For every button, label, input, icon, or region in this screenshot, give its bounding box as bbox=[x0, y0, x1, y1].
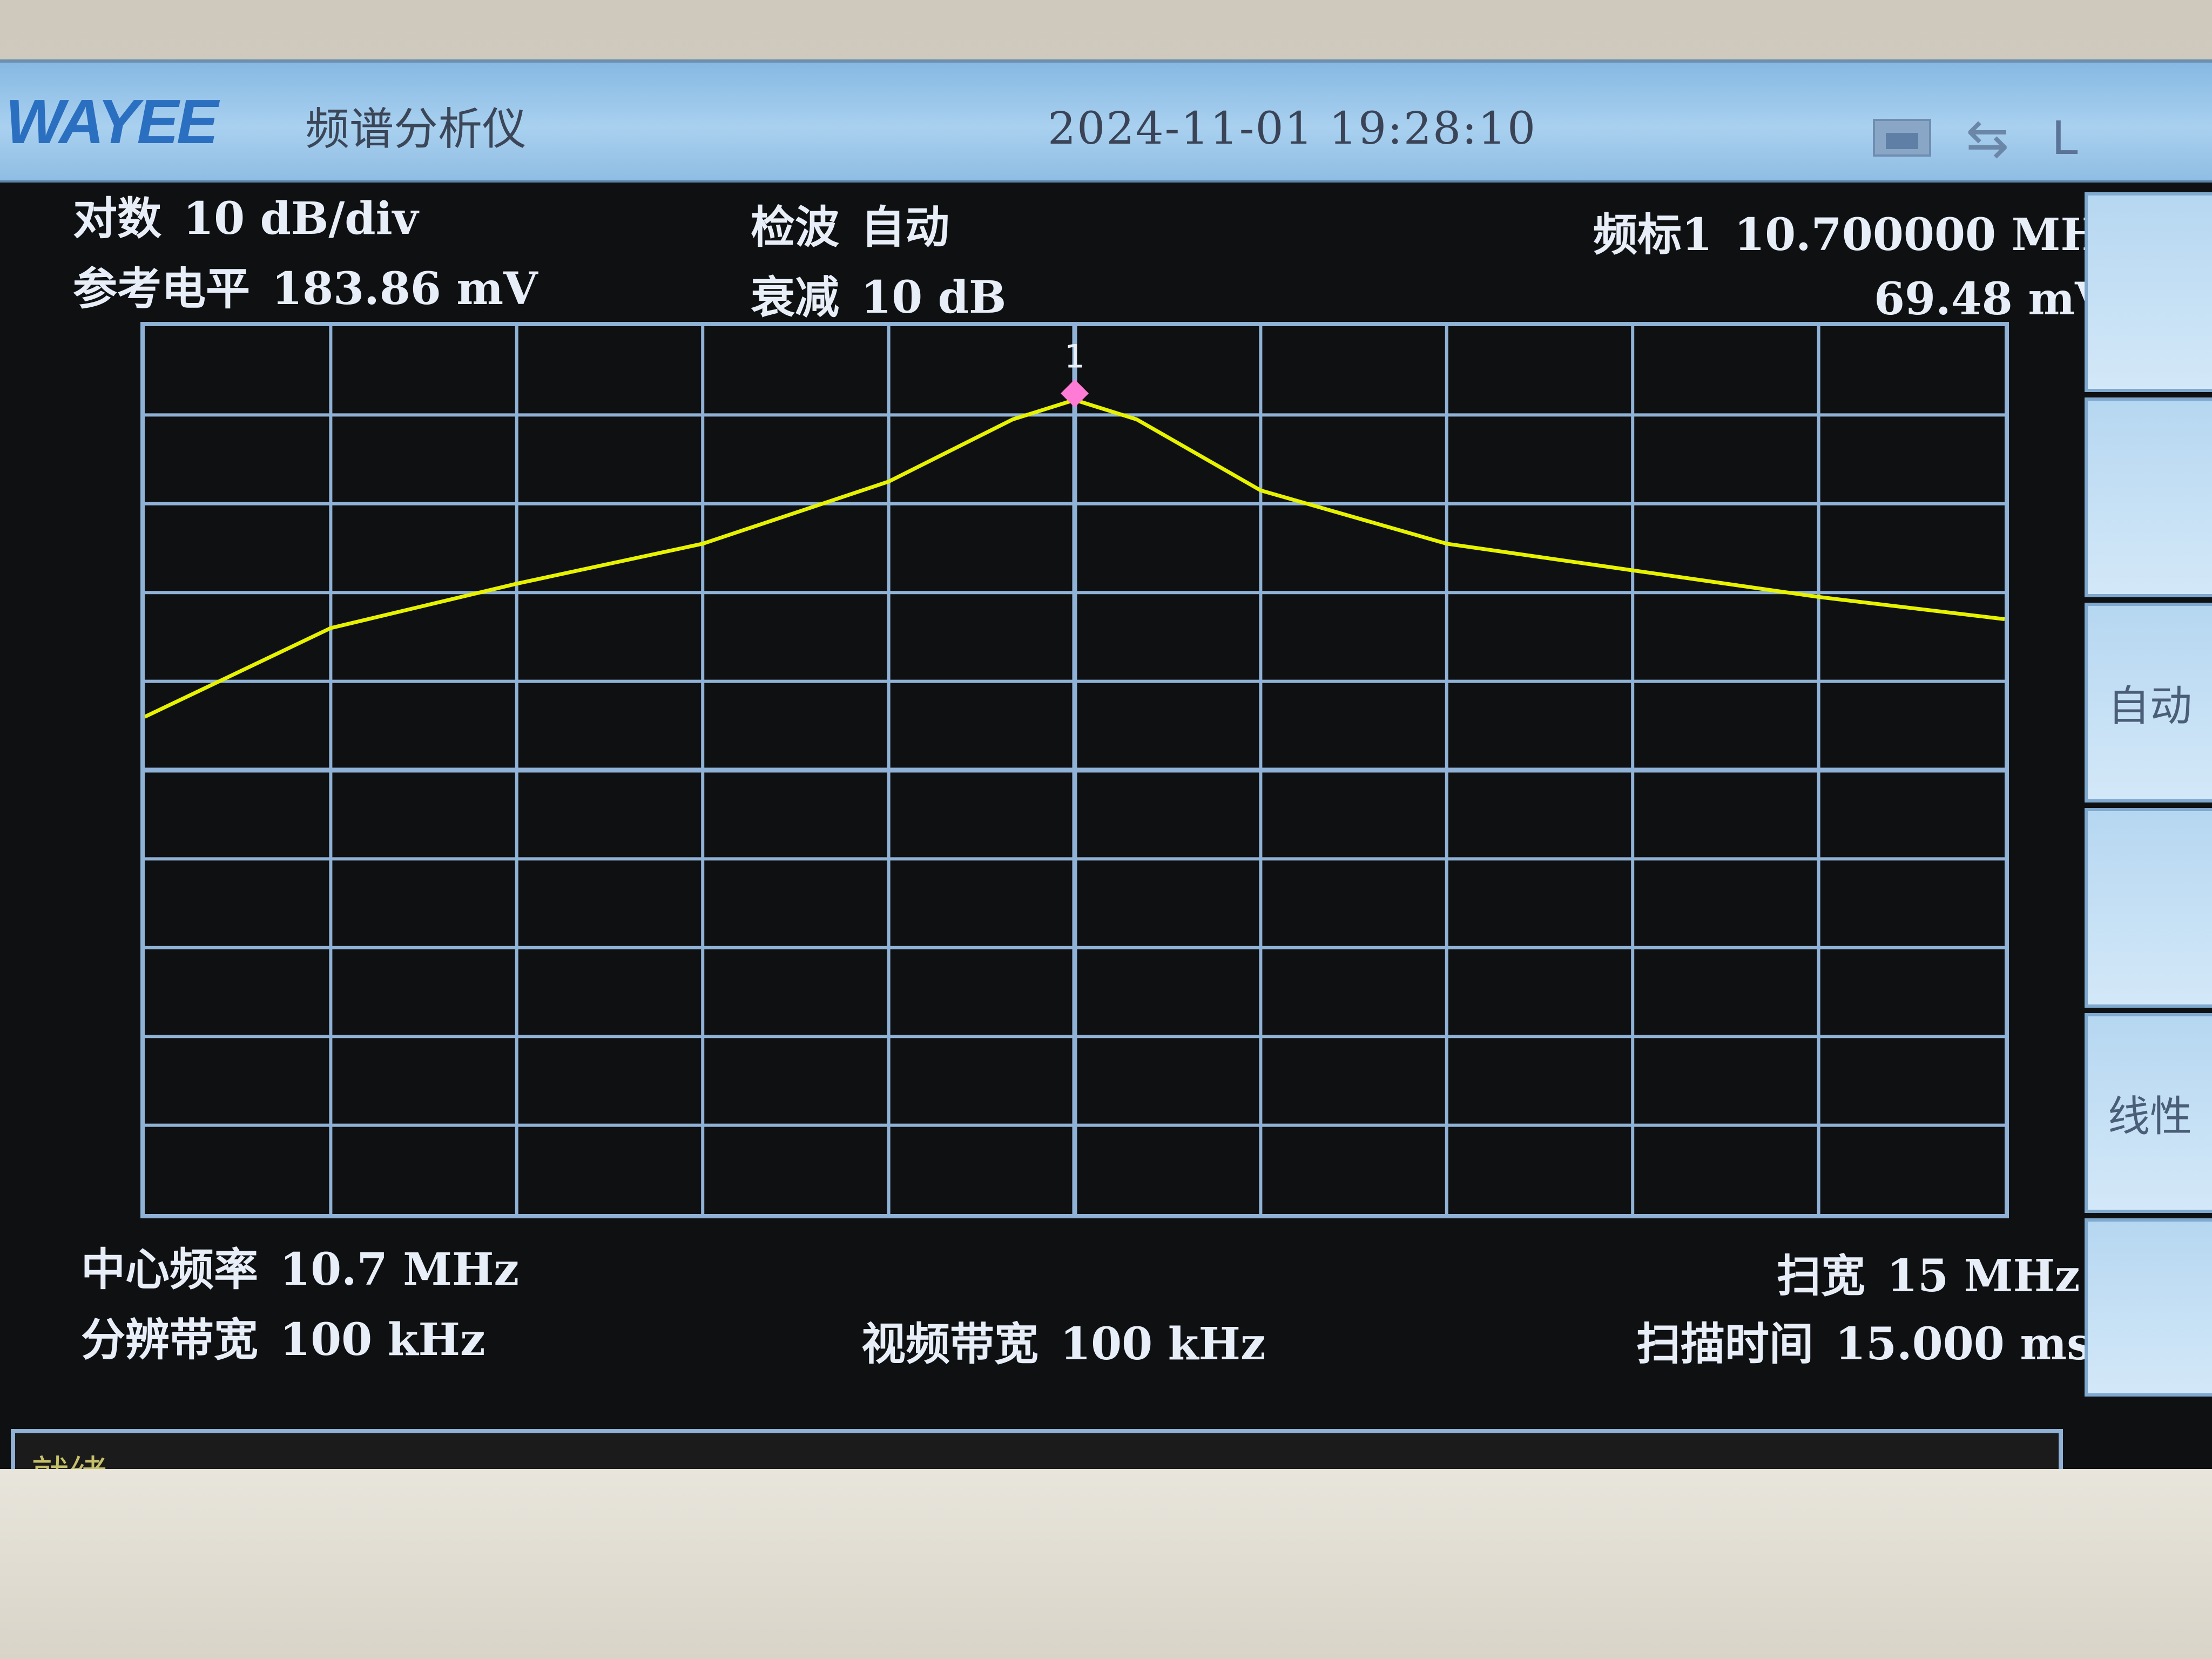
marker-diamond bbox=[1061, 379, 1089, 408]
mode-indicator: L bbox=[2052, 111, 2080, 165]
rbw-readout: 分辨带宽 100 kHz bbox=[81, 1304, 485, 1368]
title-bar: WAYEE 频谱分析仪 2024-11-01 19:28:10 ⇆ L bbox=[0, 63, 2212, 183]
spectrum-plot-svg: 1 bbox=[145, 326, 2005, 1214]
usb-icon: ⇆ bbox=[1966, 108, 2009, 168]
sweep-time-readout: 扫描时间 15.000 ms bbox=[1636, 1308, 2092, 1372]
spectrum-plot[interactable]: 1 bbox=[140, 322, 2009, 1218]
lan-icon bbox=[1873, 112, 1932, 161]
sweep-time-value: 15.000 ms bbox=[1835, 1318, 2092, 1370]
marker-readout: 频标1 10.700000 MHz bbox=[1593, 199, 2127, 263]
softkey-auto[interactable]: 自动 bbox=[2085, 603, 2212, 802]
scale-label: 对数 bbox=[73, 193, 162, 245]
attenuation-label: 衰减 bbox=[751, 272, 840, 323]
scale-readout: 对数 10 dB/div bbox=[73, 183, 418, 247]
marker-flag-label: 1 bbox=[1064, 338, 1085, 375]
marker-frequency: 10.700000 MHz bbox=[1734, 209, 2128, 261]
span-value: 15 MHz bbox=[1887, 1250, 2080, 1302]
softkey-2[interactable] bbox=[2085, 397, 2212, 597]
analyzer-screen: WAYEE 频谱分析仪 2024-11-01 19:28:10 ⇆ L 对数 10… bbox=[0, 59, 2212, 1510]
attenuation-readout: 衰减 10 dB bbox=[751, 261, 1006, 326]
detector-value: 自动 bbox=[861, 201, 950, 253]
attenuation-value: 10 dB bbox=[861, 272, 1007, 323]
detector-readout: 检波 自动 bbox=[751, 191, 949, 255]
softkey-panel: 自动 线性 bbox=[2085, 192, 2212, 1472]
center-frequency-value: 10.7 MHz bbox=[280, 1244, 520, 1296]
center-frequency-readout: 中心频率 10.7 MHz bbox=[81, 1233, 519, 1298]
device-lower-bezel bbox=[0, 1469, 2212, 1659]
softkey-linear[interactable]: 线性 bbox=[2085, 1013, 2212, 1213]
center-frequency-label: 中心频率 bbox=[81, 1244, 259, 1296]
span-label: 扫宽 bbox=[1777, 1250, 1866, 1302]
softkey-6[interactable] bbox=[2085, 1218, 2212, 1397]
marker-label: 频标1 bbox=[1593, 209, 1713, 261]
sweep-time-label: 扫描时间 bbox=[1636, 1318, 1814, 1370]
softkey-4[interactable] bbox=[2085, 808, 2212, 1008]
rbw-value: 100 kHz bbox=[280, 1314, 485, 1366]
vbw-readout: 视频带宽 100 kHz bbox=[861, 1308, 1266, 1372]
span-readout: 扫宽 15 MHz bbox=[1777, 1240, 2080, 1304]
marker-amplitude: 69.48 mV bbox=[1874, 273, 2109, 325]
ref-level-readout: 参考电平 183.86 mV bbox=[73, 253, 538, 317]
brand-logo: WAYEE bbox=[5, 86, 218, 157]
scale-value: 10 dB/div bbox=[183, 193, 419, 245]
rbw-label: 分辨带宽 bbox=[81, 1314, 259, 1366]
vbw-label: 视频带宽 bbox=[861, 1318, 1039, 1370]
ref-level-value: 183.86 mV bbox=[272, 263, 538, 315]
vbw-value: 100 kHz bbox=[1060, 1318, 1266, 1370]
app-title: 频谱分析仪 bbox=[305, 104, 527, 155]
detector-label: 检波 bbox=[751, 201, 840, 253]
ref-level-label: 参考电平 bbox=[73, 263, 251, 315]
softkey-1[interactable] bbox=[2085, 192, 2212, 392]
datetime-display: 2024-11-01 19:28:10 bbox=[1048, 103, 1537, 154]
